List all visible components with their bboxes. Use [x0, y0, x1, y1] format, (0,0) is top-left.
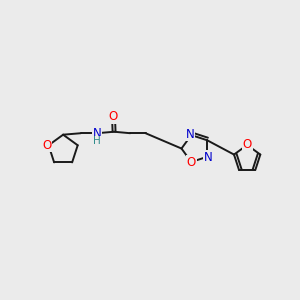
Text: O: O: [187, 156, 196, 169]
Text: O: O: [109, 110, 118, 123]
Text: N: N: [186, 128, 194, 141]
Text: O: O: [43, 139, 52, 152]
Text: O: O: [242, 138, 252, 151]
Text: N: N: [93, 127, 101, 140]
Text: N: N: [204, 151, 213, 164]
Text: H: H: [93, 136, 101, 146]
